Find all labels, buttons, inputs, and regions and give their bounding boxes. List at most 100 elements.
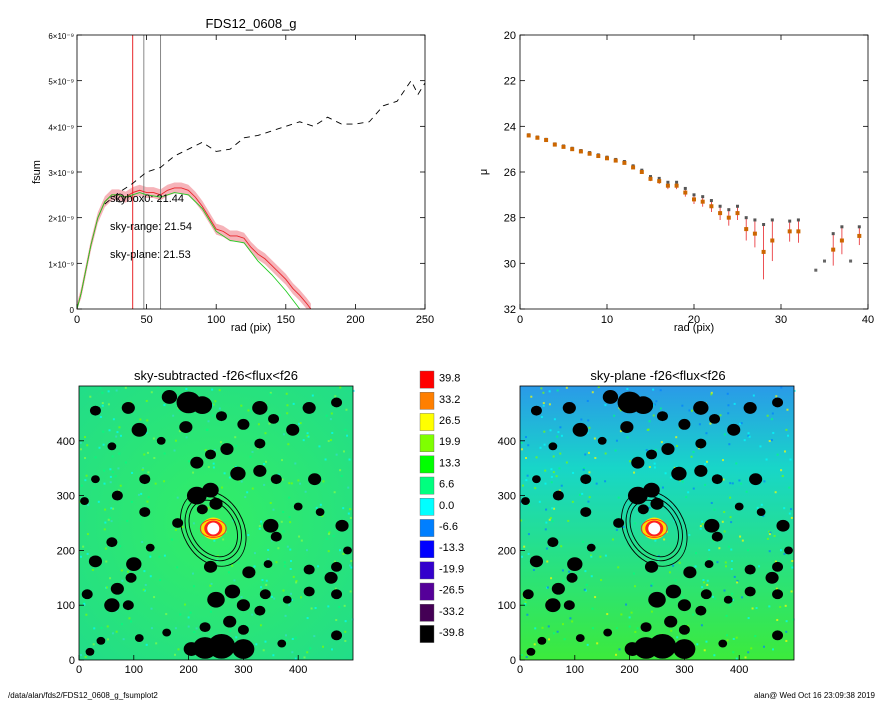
noise-pixel	[712, 595, 715, 598]
noise-pixel	[706, 583, 709, 586]
noise-pixel	[314, 607, 317, 610]
masked-source	[237, 418, 250, 430]
noise-pixel	[322, 480, 325, 483]
noise-pixel	[781, 475, 784, 478]
noise-pixel	[726, 392, 729, 395]
fsum-vlines	[132, 35, 162, 309]
noise-pixel	[110, 507, 113, 510]
y-tick-label: 0	[510, 655, 516, 667]
noise-pixel	[218, 389, 221, 392]
masked-source	[772, 630, 784, 641]
noise-pixel	[676, 636, 679, 639]
masked-source	[772, 561, 784, 572]
colorbar-swatch	[419, 625, 435, 643]
noise-pixel	[184, 603, 187, 606]
annotation-skybox0: skybox0: 21.44	[110, 193, 184, 205]
noise-pixel	[149, 575, 152, 578]
masked-source	[192, 396, 213, 415]
noise-pixel	[331, 431, 334, 434]
masked-source	[683, 566, 697, 579]
noise-pixel	[540, 416, 543, 419]
sky-subtracted-image: sky-subtracted -f26<flux<f26 0 100 200 300 4…	[57, 368, 355, 676]
noise-pixel	[773, 534, 776, 537]
noise-pixel	[597, 386, 600, 389]
noise-pixel	[328, 531, 331, 534]
noise-pixel	[141, 540, 144, 543]
noise-pixel	[105, 586, 108, 589]
y-tick-label: 300	[498, 491, 516, 503]
masked-source	[711, 474, 723, 485]
masked-source	[122, 600, 134, 611]
noise-pixel	[628, 616, 631, 619]
masked-source	[80, 497, 89, 506]
noise-pixel	[571, 620, 574, 623]
noise-pixel	[299, 422, 302, 425]
y-tick-label: 22	[504, 76, 516, 88]
masked-source	[91, 475, 100, 484]
sky-plane-ticks: 0 100 200 300 400 0 100 200 300 400	[498, 436, 749, 676]
masked-source	[586, 543, 596, 552]
noise-pixel	[99, 416, 102, 419]
masked-source	[104, 598, 120, 613]
data-point	[718, 211, 723, 216]
colorbar-swatch	[419, 370, 435, 389]
noise-pixel	[705, 432, 708, 435]
noise-pixel	[628, 625, 631, 628]
noise-pixel	[260, 522, 263, 525]
masked-source	[252, 401, 268, 415]
noise-pixel	[265, 583, 268, 586]
masked-source	[718, 639, 728, 648]
noise-pixel	[768, 550, 771, 553]
noise-pixel	[747, 617, 750, 620]
noise-pixel	[220, 486, 223, 489]
noise-pixel	[153, 456, 156, 459]
noise-pixel	[346, 434, 349, 437]
noise-pixel	[345, 408, 348, 411]
aperture-ellipse-2	[621, 490, 688, 567]
noise-pixel	[775, 587, 778, 590]
noise-pixel	[615, 528, 618, 531]
noise-pixel	[718, 547, 721, 550]
noise-pixel	[302, 439, 305, 442]
noise-pixel	[124, 386, 127, 389]
noise-pixel	[211, 414, 214, 417]
x-tick-label: 300	[675, 664, 693, 676]
y-tick-label: 0	[69, 655, 75, 667]
image-frame	[78, 385, 354, 661]
noise-pixel	[552, 632, 555, 635]
noise-pixel	[340, 475, 343, 478]
noise-pixel	[543, 430, 546, 433]
noise-pixel	[269, 393, 272, 396]
noise-pixel	[588, 426, 591, 429]
noise-pixel	[143, 453, 146, 456]
noise-pixel	[83, 604, 86, 607]
data-point	[857, 233, 862, 238]
noise-pixel	[272, 508, 275, 511]
noise-pixel	[298, 535, 301, 538]
noise-pixel	[625, 603, 628, 606]
noise-pixel	[176, 566, 179, 569]
noise-pixel	[699, 525, 702, 528]
noise-pixel	[269, 501, 272, 504]
noise-pixel	[187, 625, 190, 628]
noise-pixel	[163, 554, 166, 557]
noise-pixel	[619, 409, 622, 412]
masked-source	[270, 531, 282, 542]
noise-pixel	[211, 404, 214, 407]
data-point	[709, 204, 714, 209]
noise-pixel	[728, 443, 731, 446]
noise-pixel	[632, 572, 635, 575]
noise-pixel	[567, 519, 570, 522]
noise-pixel	[653, 403, 656, 406]
noise-pixel	[327, 440, 330, 443]
data-point	[552, 142, 557, 147]
masked-source	[183, 642, 200, 656]
masked-source	[286, 423, 300, 436]
masked-source	[723, 595, 733, 604]
noise-pixel	[776, 453, 779, 456]
noise-pixel	[82, 545, 85, 548]
noise-pixel	[149, 555, 152, 558]
noise-pixel	[181, 525, 184, 528]
noise-pixel	[525, 655, 528, 658]
noise-pixel	[101, 404, 104, 407]
